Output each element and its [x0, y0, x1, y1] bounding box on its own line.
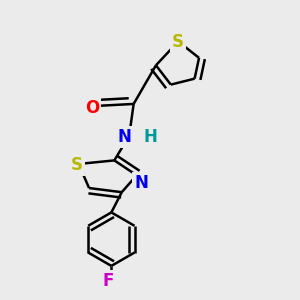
Text: O: O	[85, 99, 99, 117]
Text: N: N	[134, 174, 148, 192]
Text: N: N	[118, 128, 132, 146]
Text: S: S	[71, 156, 83, 174]
Text: S: S	[172, 32, 184, 50]
Text: F: F	[103, 272, 114, 290]
Text: H: H	[143, 128, 157, 146]
